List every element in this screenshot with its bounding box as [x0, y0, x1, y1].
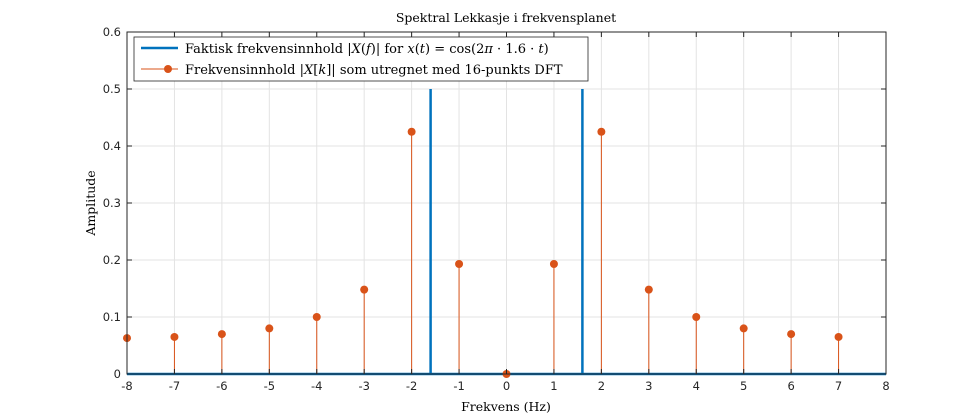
legend-entry-0-eq: ) = cos(2 [425, 42, 484, 57]
y-axis-label: Amplitude [83, 170, 98, 236]
x-tick-label-6: -2 [406, 379, 417, 393]
y-tick-label-0: 0 [114, 367, 121, 381]
legend-entry-0-label: Faktisk frekvensinnhold [185, 42, 347, 57]
dft-marker-15 [834, 332, 843, 341]
y-tick-label-5: 0.5 [103, 82, 121, 96]
dft-marker-11 [644, 285, 653, 294]
legend-entry-0-for: for [380, 42, 407, 57]
x-tick-label-4: -4 [311, 379, 322, 393]
dft-marker-13 [739, 324, 748, 333]
legend-entry-0-close: ) [544, 42, 549, 57]
legend-entry-0-paren-open: ( [361, 42, 366, 57]
x-tick-label-3: -5 [264, 379, 275, 393]
x-tick-label-1: -7 [169, 379, 180, 393]
legend-entry-0-mult: · 1.6 · [493, 42, 538, 57]
x-tick-label-15: 7 [835, 379, 842, 393]
legend-entry-1-k: k [318, 63, 326, 78]
dft-marker-12 [692, 313, 701, 321]
x-tick-label-11: 3 [645, 379, 652, 393]
legend-swatch-marker [164, 65, 172, 73]
legend-entry-0-t: t [420, 42, 426, 57]
dft-marker-10 [597, 127, 606, 136]
legend-entry-0-X: X [351, 42, 362, 57]
y-tick-label-1: 0.1 [103, 310, 121, 324]
dft-marker-3 [265, 324, 274, 333]
dft-marker-2 [217, 330, 226, 339]
x-tick-label-9: 1 [550, 379, 557, 393]
dft-marker-6 [407, 127, 416, 136]
legend-entry-1-bracket-close: ]| [326, 63, 335, 78]
legend-entry-1-abs-open: | [300, 63, 304, 78]
dft-marker-5 [360, 285, 369, 294]
y-tick-label-2: 0.2 [103, 253, 121, 267]
dft-marker-9 [549, 259, 558, 268]
y-tick-label-3: 0.3 [103, 196, 121, 210]
dft-marker-1 [170, 332, 179, 341]
legend-entry-0-pi: π [483, 42, 493, 57]
dft-marker-4 [312, 313, 321, 321]
legend-entry-1-rest: som utregnet med 16-punkts DFT [336, 63, 563, 78]
x-tick-label-8: 0 [503, 379, 510, 393]
dft-marker-14 [787, 330, 796, 339]
x-tick-label-7: -1 [453, 379, 464, 393]
legend-entry-0-paren-close: )| [371, 42, 380, 57]
legend: Faktisk frekvensinnhold |X(f)| for x(t) … [133, 36, 589, 82]
legend-entry-0-f: f [365, 42, 373, 57]
x-tick-label-0: -8 [121, 379, 132, 393]
legend-entry-0-x: x [407, 42, 415, 57]
legend-entry-0-t-paren: ( [415, 42, 420, 57]
y-tick-label-4: 0.4 [103, 139, 121, 153]
x-tick-label-12: 4 [693, 379, 700, 393]
legend-entry-1: Frekvensinnhold |X[k]| som utregnet med … [185, 63, 563, 78]
legend-entry-0-abs-open: | [347, 42, 351, 57]
x-axis-label: Frekvens (Hz) [461, 399, 551, 414]
x-tick-label-16: 8 [882, 379, 889, 393]
legend-entry-0: Faktisk frekvensinnhold |X(f)| for x(t) … [185, 42, 549, 57]
x-tick-label-5: -3 [358, 379, 369, 393]
x-tick-label-13: 5 [740, 379, 747, 393]
x-tick-label-10: 2 [598, 379, 605, 393]
chart-title: Spektral Lekkasje i frekvensplanet [396, 10, 616, 25]
legend-entry-1-label: Frekvensinnhold [185, 63, 300, 78]
legend-entry-1-X: X [303, 63, 314, 78]
legend-entry-1-bracket-open: [ [313, 63, 318, 78]
x-tick-label-14: 6 [787, 379, 794, 393]
legend-box [133, 36, 589, 82]
legend-entry-0-t2: t [538, 42, 544, 57]
ticks: -8 -7 -6 -5 -4 -3 -2 -1 0 1 2 3 4 5 6 7 8 0 0.1 0.2 0.3 0.4 0.… [103, 25, 890, 393]
x-tick-label-2: -6 [216, 379, 227, 393]
dft-marker-7 [455, 259, 464, 268]
y-tick-label-6: 0.6 [103, 25, 121, 39]
